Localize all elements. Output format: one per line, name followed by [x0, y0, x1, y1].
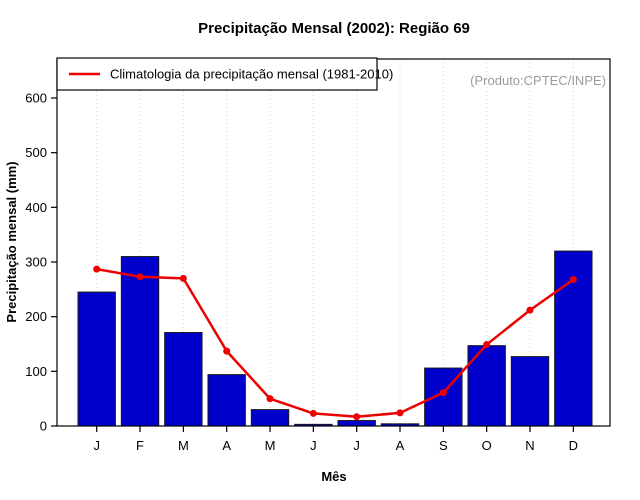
y-tick-label: 400: [25, 200, 47, 215]
climatology-point-J: [93, 265, 101, 273]
x-tick-label: M: [265, 438, 276, 453]
bar-M-4: [250, 409, 290, 427]
climatology-point-N: [526, 306, 534, 314]
climatology-point-O: [483, 341, 491, 349]
climatology-point-J: [309, 409, 317, 417]
y-tick-label: 100: [25, 364, 47, 379]
y-tick-label: 500: [25, 145, 47, 160]
climatology-point-S: [439, 389, 447, 397]
climatology-line-layer: [93, 265, 577, 421]
climatology-point-F: [136, 273, 144, 281]
x-tick-label: N: [525, 438, 534, 453]
x-tick-label: J: [353, 438, 360, 453]
chart-title: Precipitação Mensal (2002): Região 69: [198, 20, 470, 37]
x-tick-label: J: [310, 438, 317, 453]
x-tick-label: M: [178, 438, 189, 453]
legend: Climatologia da precipitação mensal (198…: [56, 57, 393, 91]
x-tick-label: A: [222, 438, 231, 453]
climatology-point-M: [179, 274, 187, 282]
legend-label: Climatologia da precipitação mensal (198…: [110, 67, 393, 82]
x-tick-label: A: [396, 438, 405, 453]
y-tick-label: 200: [25, 309, 47, 324]
bar-J-6: [337, 420, 376, 427]
legend-box: [56, 57, 378, 91]
climatology-point-A: [396, 409, 404, 417]
x-axis-title: Mês: [321, 469, 346, 484]
x-tick-label: J: [93, 438, 100, 453]
y-axis-title: Precipitação mensal (mm): [4, 161, 19, 322]
climatology-point-J: [353, 413, 361, 421]
bar-J-0: [77, 291, 116, 427]
x-tick-label: D: [569, 438, 578, 453]
x-tick-label: O: [482, 438, 492, 453]
bars-layer: [77, 250, 593, 427]
bar-A-3: [207, 374, 246, 427]
climatology-point-M: [266, 395, 274, 403]
x-tick-label: F: [136, 438, 144, 453]
climatology-point-D: [569, 275, 577, 283]
x-tick-label: S: [439, 438, 448, 453]
y-tick-label: 600: [25, 91, 47, 106]
bar-M-2: [164, 332, 203, 427]
product-credit-label: (Produto:CPTEC/INPE): [470, 73, 606, 88]
y-axis: 0 100 200 300 400 500 600: [25, 91, 57, 434]
y-tick-label: 0: [40, 419, 47, 434]
climatology-point-A: [223, 347, 231, 355]
bar-N-10: [510, 356, 550, 427]
y-tick-label: 300: [25, 255, 47, 270]
bar-F-1: [120, 256, 160, 427]
climatology-line: [96, 267, 575, 418]
